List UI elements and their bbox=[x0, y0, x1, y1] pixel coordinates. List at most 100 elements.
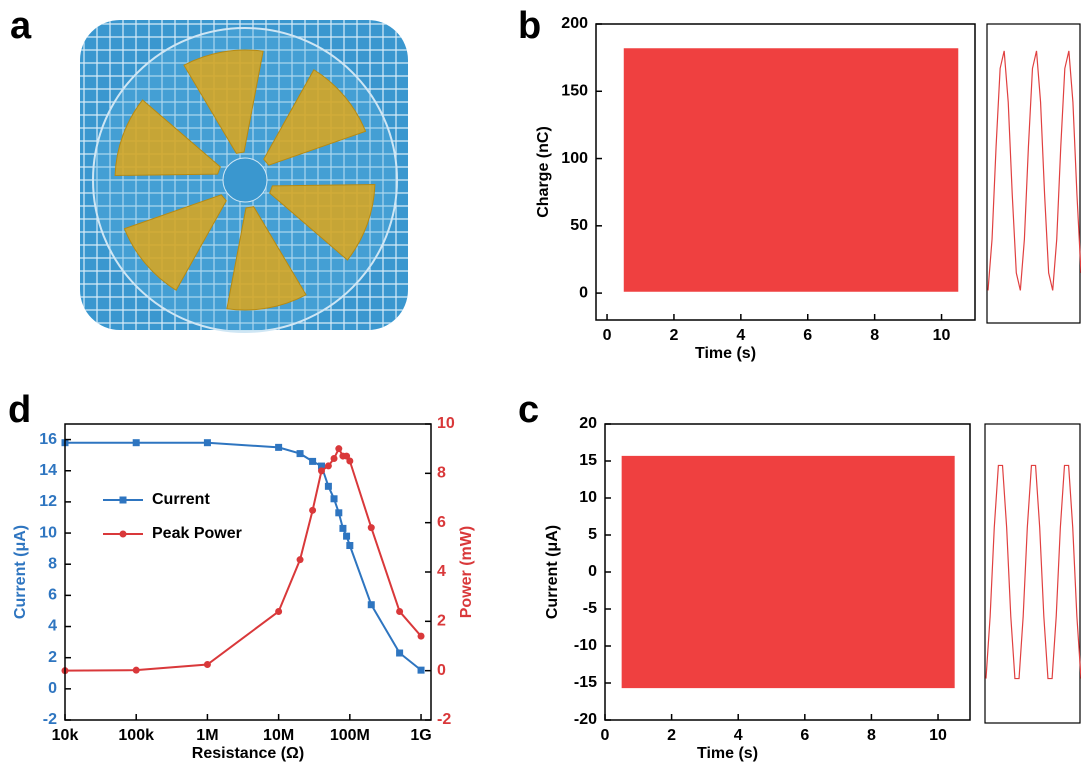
y-tick-label: 14 bbox=[39, 462, 57, 479]
x-tick-label: 0 bbox=[603, 327, 612, 344]
y-tick-label: 150 bbox=[561, 82, 588, 99]
x-tick-label: 0 bbox=[601, 727, 610, 744]
legend-label: Peak Power bbox=[152, 525, 242, 542]
inset-frame bbox=[984, 423, 1081, 724]
y-tick-label: -20 bbox=[574, 711, 597, 728]
plot-frame bbox=[595, 23, 976, 321]
blade bbox=[183, 49, 264, 154]
marker bbox=[343, 452, 351, 460]
x-axis-label: Time (s) bbox=[697, 745, 758, 762]
x-tick-label: 8 bbox=[870, 327, 879, 344]
x-tick-label: 8 bbox=[867, 727, 876, 744]
marker bbox=[296, 556, 304, 564]
marker bbox=[335, 445, 343, 453]
marker bbox=[330, 455, 338, 463]
marker bbox=[296, 450, 304, 458]
x-tick-label: 10k bbox=[52, 727, 79, 744]
plot-frame bbox=[64, 423, 432, 721]
y-tick-label: 5 bbox=[588, 526, 597, 543]
y2-axis-label: Power (mW) bbox=[458, 526, 475, 618]
marker bbox=[396, 649, 404, 657]
inset-line bbox=[985, 464, 1081, 680]
marker bbox=[275, 443, 283, 451]
marker bbox=[203, 661, 211, 668]
y2-tick-label: -2 bbox=[437, 711, 451, 728]
marker bbox=[132, 439, 140, 447]
x-tick-label: 2 bbox=[667, 727, 676, 744]
marker bbox=[317, 462, 325, 470]
marker bbox=[324, 482, 332, 490]
y-axis-label: Current (μA) bbox=[12, 525, 29, 619]
marker bbox=[330, 495, 338, 503]
x-tick-label: 1G bbox=[410, 727, 431, 744]
y-tick-label: 16 bbox=[39, 431, 57, 448]
x-tick-label: 4 bbox=[734, 727, 743, 744]
blade bbox=[226, 206, 307, 311]
hub bbox=[222, 157, 268, 203]
x-tick-label: 10 bbox=[933, 327, 951, 344]
marker bbox=[309, 457, 317, 465]
series-line bbox=[64, 446, 422, 672]
y-tick-label: 10 bbox=[579, 489, 597, 506]
legend-label: Current bbox=[152, 491, 210, 508]
signal-band bbox=[623, 48, 959, 292]
x-tick-label: 100k bbox=[118, 727, 154, 744]
blade bbox=[263, 69, 367, 166]
y2-tick-label: 4 bbox=[437, 563, 446, 580]
legend-marker bbox=[119, 530, 127, 538]
y2-tick-label: 6 bbox=[437, 514, 446, 531]
y-tick-label: -15 bbox=[574, 674, 597, 691]
blade bbox=[269, 184, 376, 261]
marker bbox=[132, 666, 140, 674]
series-line bbox=[65, 441, 422, 671]
x-tick-label: 1M bbox=[196, 727, 218, 744]
panel-label: b bbox=[518, 5, 541, 47]
x-tick-label: 10M bbox=[263, 727, 294, 744]
marker bbox=[343, 532, 351, 540]
y-tick-label: 10 bbox=[39, 524, 57, 541]
marker bbox=[396, 607, 404, 615]
legend-marker bbox=[119, 496, 127, 504]
marker bbox=[346, 457, 354, 465]
panel-label: a bbox=[10, 5, 32, 47]
x-tick-label: 10 bbox=[929, 727, 947, 744]
y-tick-label: 0 bbox=[579, 284, 588, 301]
y-tick-label: 0 bbox=[48, 680, 57, 697]
marker bbox=[317, 467, 325, 475]
y-tick-label: 12 bbox=[39, 493, 57, 510]
y-tick-label: 6 bbox=[48, 587, 57, 604]
panel-label: d bbox=[8, 389, 31, 431]
marker bbox=[203, 439, 211, 447]
blades bbox=[114, 49, 376, 311]
y-axis-label: Charge (nC) bbox=[535, 126, 552, 218]
y2-tick-label: 10 bbox=[437, 415, 455, 432]
y2-tick-label: 2 bbox=[437, 613, 446, 630]
marker bbox=[367, 601, 375, 609]
y-tick-label: -10 bbox=[574, 637, 597, 654]
x-axis-label: Resistance (Ω) bbox=[192, 745, 304, 762]
y-tick-label: 4 bbox=[48, 618, 57, 635]
x-tick-label: 100M bbox=[330, 727, 370, 744]
blade bbox=[123, 194, 227, 291]
marker bbox=[335, 509, 343, 517]
x-tick-label: 4 bbox=[736, 327, 745, 344]
blade bbox=[114, 99, 221, 176]
y-tick-label: 100 bbox=[561, 150, 588, 167]
inset-frame bbox=[986, 23, 1081, 324]
marker bbox=[309, 506, 317, 514]
marker bbox=[417, 632, 425, 640]
x-tick-label: 6 bbox=[803, 327, 812, 344]
x-tick-label: 2 bbox=[669, 327, 678, 344]
panel-label: c bbox=[518, 389, 539, 431]
marker bbox=[367, 524, 375, 532]
marker bbox=[339, 524, 347, 532]
y2-tick-label: 8 bbox=[437, 465, 446, 482]
y2-tick-label: 0 bbox=[437, 662, 446, 679]
x-axis-label: Time (s) bbox=[695, 345, 756, 362]
y-tick-label: -5 bbox=[583, 600, 597, 617]
y-tick-label: 2 bbox=[48, 649, 57, 666]
photo bbox=[80, 20, 408, 333]
signal-band bbox=[621, 455, 955, 689]
y-tick-label: 20 bbox=[579, 415, 597, 432]
